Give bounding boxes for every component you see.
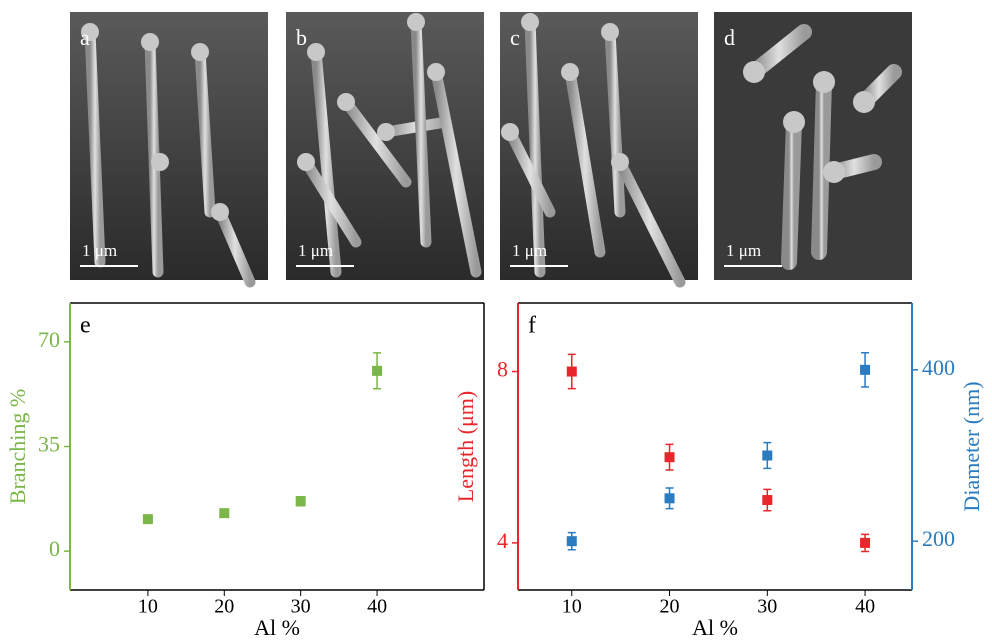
x-tick-label: 40 [855,596,875,618]
nanowire-tip [407,13,425,31]
data-point [665,493,675,503]
data-point [372,366,382,376]
y-tick-label: 35 [38,432,60,457]
nanowire-tip [307,43,325,61]
data-point [762,450,772,460]
x-tick-label: 10 [138,596,158,618]
nanowire-tip [783,111,805,133]
y-tick-label: 0 [49,536,60,561]
nanowire-tip [611,153,629,171]
y-tick-label: 70 [38,327,60,352]
panel-label: c [510,25,520,50]
x-tick-label: 10 [562,596,582,618]
nanowire-tip [337,93,355,111]
nanowire-tip [501,123,519,141]
nanowire [819,82,824,252]
panel-label: f [528,313,536,339]
data-point [762,495,772,505]
panel-label: a [80,25,90,50]
y-axis-label: Length (μm) [453,391,478,502]
nanowire-tip [427,63,445,81]
sem-image: d 1 μm [714,12,912,280]
y-tick-label: 4 [497,528,508,553]
scale-label: 1 μm [512,241,547,260]
nanowire-tip [141,33,159,51]
data-point [219,508,229,518]
y2-tick-label: 400 [922,355,955,380]
data-point [860,538,870,548]
nanowire [789,122,794,262]
y2-axis-label: Diameter (nm) [959,381,984,511]
y2-tick-label: 200 [922,526,955,551]
panel-label: e [80,313,91,339]
nanowire-tip [521,13,539,31]
scale-label: 1 μm [298,241,333,260]
y-tick-label: 8 [497,357,508,382]
data-point [567,536,577,546]
nanowire-tip [601,23,619,41]
nanowire-tip [853,91,875,113]
nanowire-tip [377,123,395,141]
x-tick-label: 40 [367,596,387,618]
scale-label: 1 μm [82,241,117,260]
y-axis-label: Branching % [5,389,30,504]
nanowire-tip [297,153,315,171]
sem-panels: a 1 μm b 1 μm c 1 μm d 1 μm [70,12,912,282]
nanowire-tip [561,63,579,81]
data-point [665,452,675,462]
data-point [143,514,153,524]
data-point [567,367,577,377]
sem-image: a 1 μm [70,12,268,282]
panel-label: d [724,25,735,50]
figure: a 1 μm b 1 μm c 1 μm d 1 μm e 10 20 30 40 Al % 0 35 70 B… [0,0,992,641]
panel-label: b [296,25,307,50]
x-tick-label: 30 [757,596,777,618]
x-axis-label: Al % [254,615,300,640]
nanowire-tip [743,61,765,83]
nanowire-tip [211,203,229,221]
nanowire-tip [191,43,209,61]
nanowire-tip [823,161,845,183]
sem-image: b 1 μm [286,12,484,280]
scale-label: 1 μm [726,241,761,260]
data-point [296,496,306,506]
data-point [860,365,870,375]
nanowire-tip [813,71,835,93]
x-tick-label: 20 [660,596,680,618]
sem-image: c 1 μm [500,12,698,282]
x-axis-label: Al % [692,615,738,640]
nanowire-tip [151,153,169,171]
x-tick-label: 20 [214,596,234,618]
